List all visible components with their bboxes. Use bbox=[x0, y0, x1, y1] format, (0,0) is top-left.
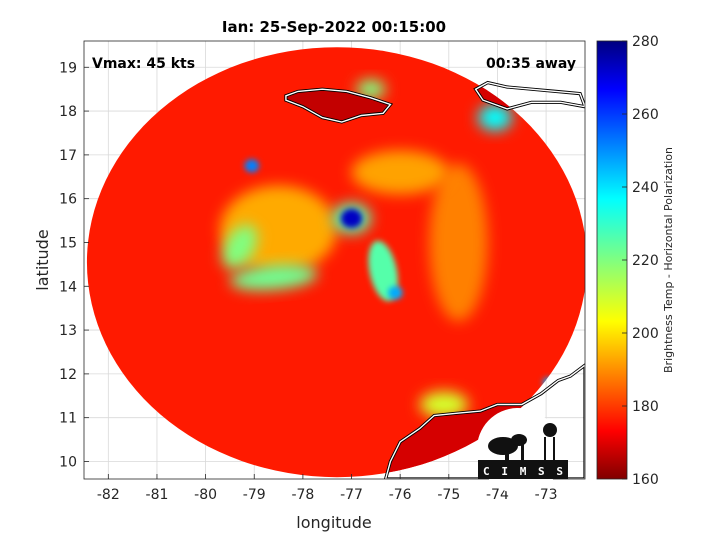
x-axis-label: longitude bbox=[296, 513, 371, 532]
brightness-feature bbox=[244, 159, 260, 173]
brightness-feature bbox=[340, 208, 363, 229]
x-tick-label: -79 bbox=[243, 487, 266, 503]
y-tick-label: 13 bbox=[59, 323, 77, 339]
y-tick-label: 19 bbox=[59, 60, 77, 76]
brightness-feature bbox=[368, 240, 398, 302]
brightness-feature bbox=[356, 79, 386, 99]
x-tick-label: -76 bbox=[389, 487, 412, 503]
chart-title: Ian: 25-Sep-2022 00:15:00 bbox=[222, 18, 446, 36]
brightness-feature bbox=[477, 104, 513, 131]
swath-background bbox=[86, 47, 585, 478]
brightness-feature bbox=[222, 224, 258, 269]
brightness-feature bbox=[429, 163, 488, 322]
x-tick-label: -75 bbox=[437, 487, 460, 503]
swath-image bbox=[86, 47, 585, 478]
y-tick-label: 18 bbox=[59, 104, 77, 120]
y-tick-label: 12 bbox=[59, 367, 77, 383]
colorbar-tick-label: 220 bbox=[632, 253, 659, 269]
brightness-feature bbox=[419, 391, 469, 418]
brightness-feature bbox=[230, 264, 318, 291]
colorbar-tick-label: 180 bbox=[632, 399, 659, 415]
colorbar-label: Brightness Temp - Horizontal Polarizatio… bbox=[662, 147, 675, 373]
plot-area: -82 -81 -80 -79 -78 -77 -76 -75 -74 -73 101112131… bbox=[59, 40, 586, 503]
axes-frame bbox=[83, 40, 586, 480]
x-tick-label: -81 bbox=[146, 487, 169, 503]
y-tick-label: 15 bbox=[59, 235, 77, 251]
y-ticks: 10 11 12 13 14 15 16 17 18 19 bbox=[59, 60, 89, 470]
y-tick-label: 16 bbox=[59, 192, 77, 208]
coastline-jamaica bbox=[285, 88, 392, 123]
brightness-features bbox=[220, 79, 555, 418]
brightness-feature bbox=[351, 150, 449, 195]
svg-text:C I M S S: C I M S S bbox=[483, 465, 563, 478]
x-ticks: -82 -81 -80 -79 -78 -77 -76 -75 -74 -73 bbox=[97, 474, 558, 503]
colorbar-ticks: 160 180 200 220 240 260 280 bbox=[622, 34, 659, 488]
colorbar-tick-label: 200 bbox=[632, 326, 659, 342]
colorbar-tick-label: 160 bbox=[632, 472, 659, 488]
y-tick-label: 10 bbox=[59, 454, 77, 470]
x-tick-label: -74 bbox=[486, 487, 509, 503]
colorbar-tick-label: 260 bbox=[632, 107, 659, 123]
x-tick-label: -82 bbox=[97, 487, 120, 503]
y-tick-label: 11 bbox=[59, 411, 77, 427]
colorbar: 160 180 200 220 240 260 280 Brightness Temp - … bbox=[596, 34, 675, 488]
colorbar-tick-label: 280 bbox=[632, 34, 659, 50]
time-away-annotation: 00:35 away bbox=[486, 56, 576, 72]
y-axis-label: latitude bbox=[33, 229, 52, 290]
brightness-feature bbox=[388, 286, 403, 300]
x-tick-label: -80 bbox=[194, 487, 217, 503]
x-tick-label: -77 bbox=[340, 487, 363, 503]
y-tick-label: 17 bbox=[59, 148, 77, 164]
x-tick-label: -73 bbox=[535, 487, 558, 503]
coastline-south-america bbox=[384, 364, 585, 479]
colorbar-tick-label: 240 bbox=[632, 180, 659, 196]
cimss-logo: C I M S S bbox=[477, 408, 568, 494]
x-tick-label: -78 bbox=[291, 487, 314, 503]
vmax-annotation: Vmax: 45 kts bbox=[92, 56, 195, 72]
coastline-hispaniola bbox=[474, 81, 585, 110]
y-tick-label: 14 bbox=[59, 279, 77, 295]
